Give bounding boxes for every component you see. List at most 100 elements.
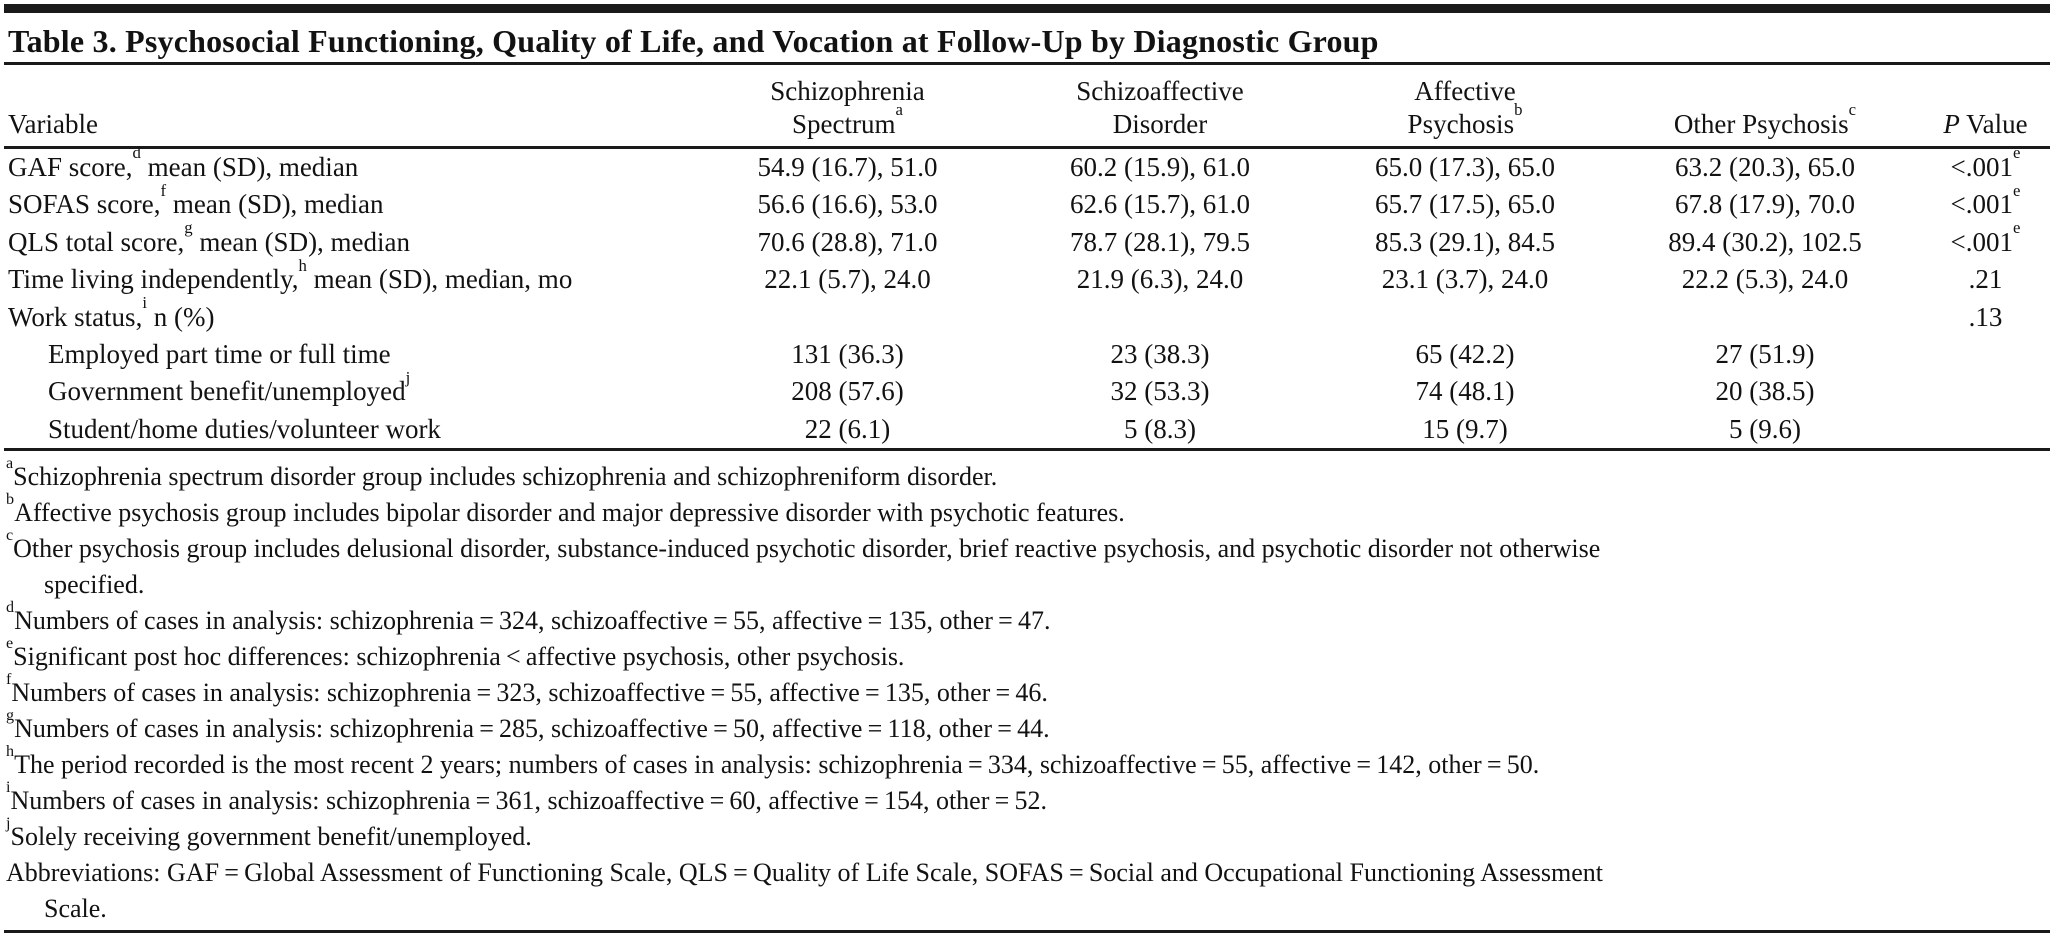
footnote-marker: a	[6, 455, 14, 473]
column-header-line2: Other Psychosisc	[1673, 100, 1857, 139]
cell-affective	[1325, 299, 1605, 336]
footnote-marker: b	[6, 491, 15, 509]
row-label: GAF score,d mean (SD), median	[8, 143, 359, 182]
footnote-marker: g	[184, 218, 193, 238]
footnote-marker: f	[6, 671, 12, 689]
footnote-line: dNumbers of cases in analysis: schizophr…	[6, 599, 1051, 636]
footnote-marker: c	[6, 527, 14, 545]
footnote-line: hThe period recorded is the most recent …	[6, 743, 1540, 780]
column-header-line1: Schizoaffective	[1076, 76, 1244, 106]
column-header-affective-psychosis: Affective Psychosisb	[1325, 75, 1605, 141]
column-header-schizophrenia-spectrum: Schizophrenia Spectruma	[700, 75, 995, 141]
footnote-marker: d	[132, 143, 141, 163]
footnote-line: gNumbers of cases in analysis: schizophr…	[6, 707, 1050, 744]
column-header-line1: Schizophrenia	[770, 76, 925, 106]
column-header-line2: Disorder	[1112, 109, 1208, 139]
table-header: Variable Schizophrenia Spectruma Schizoa…	[8, 65, 2046, 146]
cell-schizophrenia: 22.1 (5.7), 24.0	[764, 264, 931, 295]
cell-schizophrenia: 70.6 (28.8), 71.0	[757, 226, 938, 257]
footnote-marker: e	[6, 635, 14, 653]
table-row: SOFAS score,f mean (SD), median 56.6 (16…	[8, 180, 2046, 223]
cell-affective: 85.3 (29.1), 84.5	[1375, 226, 1555, 257]
title-row: Table 3. Psychosocial Functioning, Quali…	[8, 20, 2046, 62]
cell-schizoaffective: 60.2 (15.9), 61.0	[1070, 152, 1250, 182]
footnote-line: iNumbers of cases in analysis: schizophr…	[6, 779, 1047, 816]
row-label: Time living independently,h mean (SD), m…	[8, 255, 573, 295]
column-header-p-value: P Value	[1925, 108, 2046, 141]
cell-schizophrenia: 22 (6.1)	[804, 413, 891, 444]
cell-affective: 15 (9.7)	[1422, 413, 1508, 444]
cell-schizoaffective: 5 (8.3)	[1124, 413, 1196, 444]
footnote-marker: g	[6, 707, 15, 725]
footnote-marker: j	[6, 815, 11, 833]
cell-affective: 23.1 (3.7), 24.0	[1381, 264, 1549, 295]
cell-p-value: <.001e	[1950, 218, 2021, 257]
row-label: Employed part time or full time	[48, 338, 391, 369]
footnote-marker: b	[1514, 100, 1523, 120]
table-row: Student/home duties/volunteer work 22 (6…	[8, 411, 2046, 448]
cell-affective: 65 (42.2)	[1415, 338, 1515, 369]
footnote-marker: e	[2013, 218, 2021, 238]
column-header-line2: P Value	[1943, 109, 2028, 139]
footnote-marker: d	[6, 599, 15, 617]
cell-schizoaffective: 32 (53.3)	[1110, 376, 1210, 407]
cell-other: 63.2 (20.3), 65.0	[1675, 152, 1855, 182]
table-row: GAF score,d mean (SD), median 54.9 (16.7…	[8, 143, 2046, 186]
cell-other: 67.8 (17.9), 70.0	[1675, 189, 1855, 220]
cell-other: 22.2 (5.3), 24.0	[1681, 264, 1849, 295]
column-header-line2: Psychosisb	[1407, 100, 1523, 139]
cell-schizophrenia	[700, 299, 995, 336]
cell-other: 27 (51.9)	[1715, 338, 1815, 369]
footnote-marker: i	[142, 293, 147, 313]
column-header-line1: Affective	[1414, 76, 1516, 106]
footnote-marker: e	[2013, 180, 2021, 200]
table-row: QLS total score,g mean (SD), median 70.6…	[8, 218, 2046, 261]
table-row: Work status,i n (%) .13	[8, 293, 2046, 336]
column-header-line2: Spectruma	[792, 100, 903, 139]
cell-p-value: <.001e	[1950, 143, 2021, 182]
cell-p-value	[1925, 373, 2046, 410]
table-row: Government benefit/unemployedj 208 (57.6…	[8, 367, 2046, 410]
cell-schizoaffective: 23 (38.3)	[1110, 338, 1210, 369]
cell-schizophrenia: 208 (57.6)	[791, 376, 904, 407]
header-rule	[4, 146, 2050, 149]
cell-affective: 65.7 (17.5), 65.0	[1375, 189, 1555, 220]
table-row: Employed part time or full time 131 (36.…	[8, 336, 2046, 373]
cell-p-value: .21	[1968, 264, 2003, 295]
footnotes-section: aSchizophrenia spectrum disorder group i…	[6, 451, 2054, 927]
cell-affective: 65.0 (17.3), 65.0	[1375, 152, 1555, 182]
row-label: SOFAS score,f mean (SD), median	[8, 180, 384, 220]
footnote-marker: f	[160, 180, 167, 200]
footnote-marker: h	[298, 255, 307, 275]
cell-schizoaffective: 78.7 (28.1), 79.5	[1070, 226, 1250, 257]
footnote-line: bAffective psychosis group includes bipo…	[6, 491, 1125, 528]
bottom-rule	[4, 930, 2050, 934]
cell-schizoaffective: 62.6 (15.7), 61.0	[1070, 189, 1250, 220]
column-header-schizoaffective-disorder: Schizoaffective Disorder	[995, 75, 1325, 141]
title-rule	[4, 62, 2050, 65]
cell-other: 20 (38.5)	[1715, 376, 1815, 407]
cell-other: 89.4 (30.2), 102.5	[1668, 226, 1862, 257]
cell-schizophrenia: 131 (36.3)	[791, 338, 904, 369]
top-rule	[4, 4, 2050, 13]
row-label: QLS total score,g mean (SD), median	[8, 218, 411, 257]
cell-schizophrenia: 54.9 (16.7), 51.0	[757, 152, 938, 182]
cell-p-value: .13	[1968, 301, 2003, 332]
column-header-other-psychosis: Other Psychosisc	[1605, 100, 1925, 141]
cell-other	[1605, 299, 1925, 336]
column-header-variable: Variable	[8, 108, 700, 141]
row-label: Government benefit/unemployedj	[48, 367, 411, 407]
row-label: Work status,i n (%)	[8, 293, 215, 332]
footnote-line: aSchizophrenia spectrum disorder group i…	[6, 455, 998, 492]
footnote-marker: j	[405, 367, 411, 387]
cell-schizophrenia: 56.6 (16.6), 53.0	[757, 189, 938, 220]
footnote-marker: h	[6, 743, 15, 761]
cell-schizoaffective	[995, 299, 1325, 336]
cell-p-value	[1925, 336, 2046, 373]
table-row: Time living independently,h mean (SD), m…	[8, 255, 2046, 298]
cell-p-value: <.001e	[1950, 180, 2021, 220]
footnote-line: eSignificant post hoc differences: schiz…	[6, 635, 905, 672]
cell-affective: 74 (48.1)	[1415, 376, 1515, 407]
footnote-marker: a	[895, 100, 903, 120]
